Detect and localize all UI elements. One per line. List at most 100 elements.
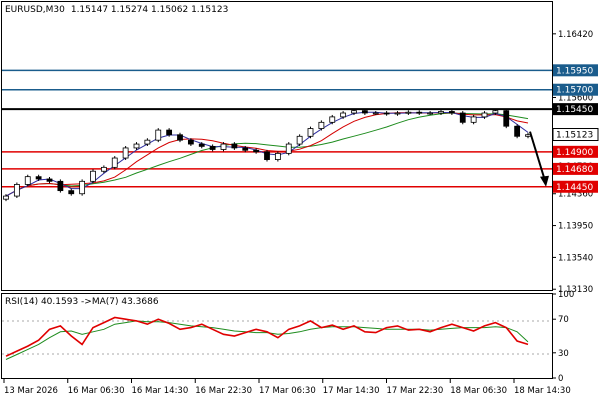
level-tag-bg <box>553 64 598 77</box>
bear-candle <box>448 111 455 114</box>
bull-candle <box>285 143 292 154</box>
bear-candle <box>503 110 510 127</box>
rsi-tick-label: 100 <box>558 290 574 300</box>
time-tick-label: 17 Mar 14:30 <box>323 386 380 396</box>
bull-candle <box>405 111 412 114</box>
bear-candle <box>209 145 216 150</box>
bull-candle <box>3 195 9 200</box>
bear-candle <box>253 149 260 153</box>
bull-candle <box>427 112 434 115</box>
bear-candle <box>361 110 368 114</box>
candles <box>3 108 531 202</box>
rsi-tick-label: 70 <box>558 315 569 325</box>
projection-line <box>529 131 546 182</box>
bull-candle <box>111 157 118 168</box>
rsi-lines <box>5 316 529 360</box>
main-plot-frame <box>1 1 553 291</box>
price-tick-label: 1.16420 <box>558 30 593 40</box>
rsi-axis: 100 70 30 0 <box>552 290 574 384</box>
bear-candle <box>383 112 390 115</box>
rsi-tick-label: 30 <box>558 349 569 359</box>
level-tag-bg <box>553 145 598 158</box>
bear-candle <box>166 129 173 136</box>
price-tick-label: 1.15600 <box>558 93 593 103</box>
bull-candle <box>79 180 86 195</box>
bear-candle <box>264 151 270 160</box>
time-tick-label: 18 Mar 06:30 <box>450 386 507 396</box>
bull-candle <box>394 112 401 115</box>
level-tag-1.15950: 1.15950 <box>556 66 593 76</box>
level-tag-1.14900: 1.14900 <box>556 148 593 158</box>
bear-candle <box>46 178 53 182</box>
level-tag-1.15450: 1.15450 <box>556 105 593 115</box>
current-price-label: 1.15123 <box>556 131 593 141</box>
symbol-label: EURUSD,M30 <box>5 5 65 15</box>
bull-candle <box>372 112 379 115</box>
bear-candle <box>198 143 205 147</box>
bull-candle <box>24 176 31 185</box>
current-price-tag-bg <box>552 128 599 142</box>
bull-candle <box>13 184 20 197</box>
rsi-line <box>5 316 529 357</box>
level-tag-bg <box>553 103 598 116</box>
bear-candle <box>242 147 249 151</box>
bull-candle <box>133 143 140 149</box>
bear-candle <box>459 112 466 123</box>
level-tag-bg <box>553 162 598 175</box>
bull-candle <box>144 139 151 145</box>
projection-arrow <box>529 131 549 187</box>
bull-candle <box>492 110 499 114</box>
arrow-head-icon <box>540 175 549 187</box>
time-axis: 13 Mar 2026 16 Mar 06:30 16 Mar 14:30 16 Ma… <box>3 379 571 396</box>
bull-candle <box>340 112 347 118</box>
bull-candle <box>155 129 162 141</box>
price-tick-label: 1.13130 <box>558 285 593 295</box>
time-tick-label: 17 Mar 06:30 <box>259 386 316 396</box>
bull-candle <box>100 166 107 172</box>
time-tick-label: 16 Mar 06:30 <box>68 386 125 396</box>
bear-candle <box>57 180 64 192</box>
bull-candle <box>481 112 488 118</box>
rsi-plot-frame <box>1 293 553 379</box>
price-tick-label: 1.13950 <box>558 222 593 232</box>
chart-header: EURUSD,M30 1.15147 1.15274 1.15062 1.1512… <box>5 5 228 15</box>
bull-candle <box>274 152 281 160</box>
bear-candle <box>187 139 194 145</box>
bull-candle <box>220 143 227 150</box>
bull-candle <box>351 110 357 114</box>
bear-candle <box>514 125 521 137</box>
bull-candle <box>122 147 129 159</box>
bear-candle <box>416 111 423 114</box>
level-tag-1.14680: 1.14680 <box>556 165 593 175</box>
time-tick-label: 17 Mar 22:30 <box>387 386 444 396</box>
bear-candle <box>35 176 42 180</box>
bull-candle <box>470 116 477 123</box>
rsi-header: RSI(14) 40.1593 ->MA(7) 43.3686 <box>5 297 159 307</box>
level-lines <box>2 69 552 188</box>
level-tag-bg <box>553 83 598 96</box>
bear-candle <box>231 143 238 149</box>
bull-candle <box>329 116 336 123</box>
time-tick-label: 16 Mar 22:30 <box>195 386 252 396</box>
bull-candle <box>318 121 325 129</box>
bear-candle <box>177 134 183 141</box>
bull-candle <box>307 128 314 137</box>
bull-candle <box>90 170 96 182</box>
level-tag-1.14450: 1.14450 <box>556 183 593 193</box>
time-tick-label: 18 Mar 14:30 <box>514 386 571 396</box>
level-tag-1.15700: 1.15700 <box>556 86 593 96</box>
price-tick-label: 1.14360 <box>558 190 593 200</box>
rsi-tick-label: 0 <box>558 374 563 384</box>
time-tick-label: 16 Mar 14:30 <box>132 386 189 396</box>
price-tick-label: 1.13540 <box>558 253 593 263</box>
bull-candle <box>438 111 444 114</box>
bear-candle <box>68 190 75 195</box>
level-tag-bg <box>553 180 598 193</box>
ohlc-label: 1.15147 1.15274 1.15062 1.15123 <box>71 5 228 15</box>
price-axis: 1.164201.156001.151001.147201.143601.139… <box>552 30 599 295</box>
time-tick-label: 13 Mar 2026 <box>4 386 58 396</box>
bull-candle <box>525 134 531 137</box>
bull-candle <box>296 135 303 145</box>
